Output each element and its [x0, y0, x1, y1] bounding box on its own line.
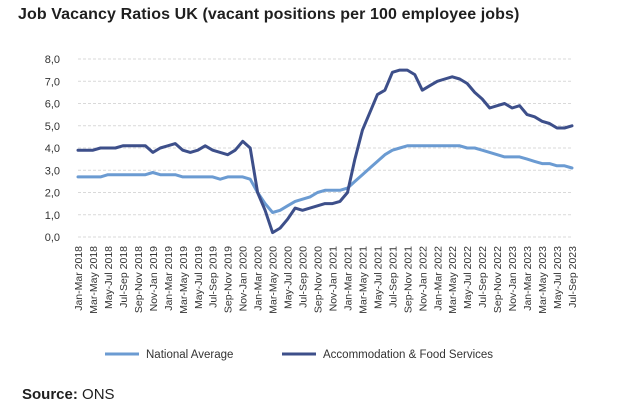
x-tick-label: Jan-Mar 2020: [253, 246, 265, 311]
x-tick-label: Mar-May 2018: [88, 246, 100, 314]
x-tick-label: Nov-Jan 2022: [417, 246, 429, 312]
legend-label: Accommodation & Food Services: [323, 349, 493, 361]
x-tick-label: Mar-May 2022: [447, 246, 459, 314]
x-tick-label: May-Jul 2018: [103, 246, 115, 309]
x-tick-label: Jul-Sep 2022: [477, 246, 489, 308]
x-tick-label: Nov-Jan 2019: [148, 246, 160, 312]
y-tick-label: 1,0: [45, 210, 60, 222]
x-tick-label: May-Jul 2021: [372, 246, 384, 309]
x-tick-label: Jan-Mar 2023: [522, 246, 534, 311]
y-tick-label: 5,0: [45, 121, 60, 133]
series-line-1: [76, 68, 574, 235]
legend-label: National Average: [146, 349, 233, 361]
x-tick-label: Jul-Sep 2018: [118, 246, 130, 308]
x-tick-label: Sep-Nov 2020: [313, 246, 325, 313]
y-tick-label: 4,0: [45, 143, 60, 155]
x-tick-label: Jan-Mar 2021: [342, 246, 354, 311]
x-tick-label: May-Jul 2019: [193, 246, 205, 309]
y-tick-label: 8,0: [45, 54, 60, 66]
x-tick-label: Jul-Sep 2019: [208, 246, 220, 308]
x-tick-label: May-Jul 2023: [552, 246, 564, 309]
x-tick-label: Jan-Mar 2018: [73, 246, 85, 311]
x-tick-label: Nov-Jan 2020: [238, 246, 250, 312]
x-tick-label: Mar-May 2023: [537, 246, 549, 314]
y-tick-label: 3,0: [45, 165, 60, 177]
x-tick-label: Mar-May 2019: [178, 246, 190, 314]
x-tick-label: Jul-Sep 2020: [298, 246, 310, 308]
x-tick-label: Jul-Sep 2023: [567, 246, 579, 308]
y-tick-label: 6,0: [45, 99, 60, 111]
x-tick-label: Nov-Jan 2021: [327, 246, 339, 312]
x-tick-label: Jan-Mar 2022: [432, 246, 444, 311]
x-tick-label: Sep-Nov 2022: [492, 246, 504, 313]
x-tick-label: Sep-Nov 2019: [223, 246, 235, 313]
x-tick-label: May-Jul 2022: [462, 246, 474, 309]
y-tick-label: 0,0: [45, 232, 60, 244]
x-tick-label: Jan-Mar 2019: [163, 246, 175, 311]
source-note: Source: ONS: [22, 386, 115, 403]
source-value: ONS: [82, 386, 115, 403]
x-tick-label: Jul-Sep 2021: [387, 246, 399, 308]
x-tick-label: May-Jul 2020: [283, 246, 295, 309]
x-tick-label: Mar-May 2021: [357, 246, 369, 314]
chart-title: Job Vacancy Ratios UK (vacant positions …: [18, 6, 520, 23]
y-tick-label: 7,0: [45, 76, 60, 88]
y-tick-label: 2,0: [45, 188, 60, 200]
x-tick-label: Sep-Nov 2021: [402, 246, 414, 313]
x-tick-label: Nov-Jan 2023: [507, 246, 519, 312]
source-label: Source:: [22, 386, 78, 403]
series-line-0: [76, 144, 574, 214]
x-tick-label: Sep-Nov 2018: [133, 246, 145, 313]
x-tick-label: Mar-May 2020: [268, 246, 280, 314]
